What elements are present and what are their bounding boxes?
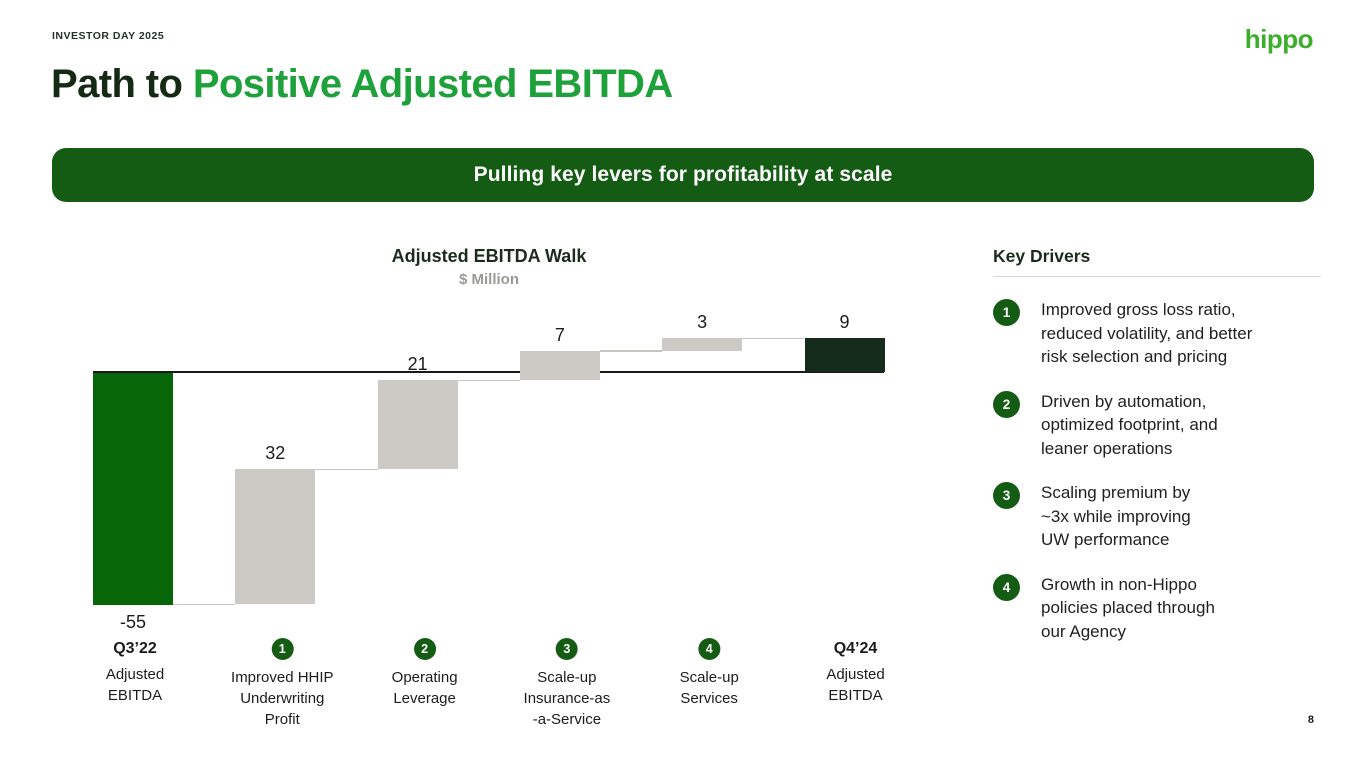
driver-text-1: Improved gross loss ratio, reduced volat… bbox=[1041, 300, 1253, 366]
bar-value-label: 21 bbox=[407, 354, 428, 375]
chart-subtitle: $ Million bbox=[459, 271, 519, 288]
waterfall-bar-start bbox=[93, 372, 173, 606]
category-label-line: -a-Service bbox=[532, 711, 602, 728]
category-label-line: Adjusted bbox=[826, 666, 885, 683]
key-driver-item: 4 Growth in non-Hippo policies placed th… bbox=[993, 573, 1321, 644]
eyebrow-label: INVESTOR DAY 2025 bbox=[52, 30, 165, 42]
bar-value-label: 9 bbox=[839, 312, 850, 333]
connector-line bbox=[315, 468, 378, 470]
category-label-line: Adjusted bbox=[105, 666, 165, 683]
driver-text-3: Scaling premium by ~3x while improving U… bbox=[1041, 483, 1191, 549]
step-badge: 4 bbox=[698, 638, 721, 660]
step-badge: 3 bbox=[555, 638, 578, 660]
category-label-line: Profit bbox=[264, 711, 300, 728]
waterfall-bar-delta bbox=[519, 350, 600, 381]
waterfall-bar-delta bbox=[235, 469, 316, 605]
bar-value-label: 7 bbox=[554, 324, 565, 345]
category-label-line: Q4’24 bbox=[833, 640, 878, 657]
bar-value-label: 3 bbox=[697, 312, 708, 333]
waterfall-chart: -55 Q3’22 Adjusted EBITDA 32 1 Improved HHIP Un… bbox=[93, 290, 885, 750]
chart-title: Adjusted EBITDA Walk bbox=[391, 246, 587, 266]
category-label: 1 Improved HHIP Underwriting Profit bbox=[231, 638, 334, 730]
divider bbox=[993, 276, 1321, 277]
waterfall-bar-delta bbox=[377, 380, 458, 470]
key-message-banner: Pulling key levers for profitability at … bbox=[52, 148, 1314, 202]
category-label-line: EBITDA bbox=[107, 687, 163, 704]
hippo-logo: hippo bbox=[1244, 24, 1314, 54]
category-label: 3 Scale-up Insurance-as -a-Service bbox=[523, 638, 611, 730]
bar-value-label: 32 bbox=[265, 443, 286, 464]
category-label: 2 Operating Leverage bbox=[392, 638, 458, 709]
connector-line bbox=[457, 379, 520, 382]
category-label-line: Services bbox=[680, 690, 738, 707]
step-badge: 2 bbox=[413, 638, 436, 660]
page-number: 8 bbox=[1307, 714, 1314, 726]
category-label-line: Insurance-as bbox=[523, 690, 611, 707]
category-label: Q4’24 Adjusted EBITDA bbox=[826, 638, 884, 706]
category-label-line: Scale-up bbox=[537, 669, 597, 686]
connector-line bbox=[742, 337, 805, 339]
banner-text: Pulling key levers for profitability at … bbox=[473, 163, 893, 186]
category-label-line: Underwriting bbox=[240, 690, 325, 707]
key-drivers-title: Key Drivers bbox=[993, 246, 1091, 266]
category-label-line: Improved HHIP bbox=[231, 669, 334, 686]
waterfall-bar-delta bbox=[662, 338, 743, 351]
bar-value-label: -55 bbox=[119, 612, 146, 633]
category-label: 4 Scale-up Services bbox=[680, 638, 739, 709]
category-label-line: Q3’22 bbox=[113, 640, 157, 657]
page-title: Path to Positive Adjusted EBITDA bbox=[51, 62, 673, 107]
zero-baseline bbox=[93, 371, 884, 373]
connector-line bbox=[599, 350, 663, 352]
category-label-line: EBITDA bbox=[828, 687, 883, 704]
driver-badge-2: 2 bbox=[993, 390, 1020, 418]
driver-text-2: Driven by automation, optimized footprin… bbox=[1041, 391, 1218, 458]
category-label-line: Leverage bbox=[393, 690, 456, 707]
connector-line bbox=[173, 603, 236, 606]
key-driver-item: 1 Improved gross loss ratio, reduced vol… bbox=[993, 298, 1321, 369]
driver-text-4: Growth in non-Hippo policies placed thro… bbox=[1041, 574, 1215, 641]
driver-badge-3: 3 bbox=[993, 482, 1020, 509]
title-green-part: Positive Adjusted EBITDA bbox=[192, 62, 673, 106]
waterfall-bar-total bbox=[804, 338, 885, 372]
step-badge: 1 bbox=[271, 638, 294, 660]
driver-badge-1: 1 bbox=[993, 299, 1020, 326]
category-label-line: Scale-up bbox=[679, 669, 739, 686]
driver-badge-4: 4 bbox=[993, 573, 1020, 601]
key-driver-item: 2 Driven by automation, optimized footpr… bbox=[993, 390, 1321, 461]
key-driver-item: 3 Scaling premium by ~3x while improving… bbox=[993, 481, 1321, 552]
category-label: Q3’22 Adjusted EBITDA bbox=[106, 638, 164, 706]
category-label-line: Operating bbox=[391, 669, 458, 686]
key-drivers-panel: Key Drivers 1 Improved gross loss ratio,… bbox=[993, 246, 1321, 664]
title-dark-part: Path to bbox=[51, 62, 193, 106]
